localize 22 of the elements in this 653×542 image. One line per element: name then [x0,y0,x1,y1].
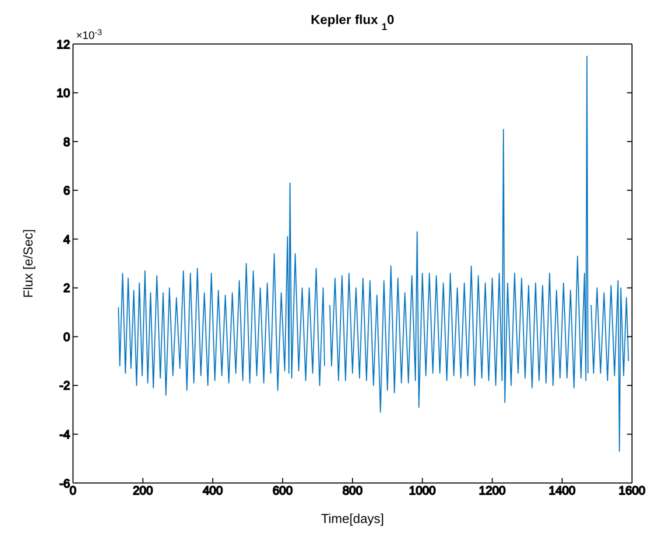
y-axis-title: Flux [e/Sec] [20,229,36,298]
y-tick-label: 2 [63,281,70,296]
x-tick-label: 1200 [478,484,506,498]
y-tick-label: 6 [63,184,70,198]
y-tick-label: -6 [59,476,70,490]
y-tick-label: 10 [56,86,70,100]
y-tick-label: 8 [63,134,70,149]
chart-title: Kepler flux $_{1}$0 [310,12,394,32]
x-axis-title: Time[days] [320,511,384,526]
x-tick-label: 1000 [409,484,436,498]
y-tick-label: 4 [63,232,70,246]
x-tick-label: 600 [272,484,293,498]
y-tick-label: -4 [59,427,70,442]
y-tick-label: -2 [59,378,70,393]
x-tick-label: 200 [132,484,154,498]
x-tick-label: 1400 [548,484,576,498]
y-tick-label: 0 [63,330,70,344]
x-tick-label: 800 [342,484,363,498]
x-tick-label: 400 [202,484,224,498]
y-tick-label: 12 [56,37,70,52]
x-tick-label: 1600 [618,484,646,498]
text: ×10$^{-3}$ [76,28,102,42]
